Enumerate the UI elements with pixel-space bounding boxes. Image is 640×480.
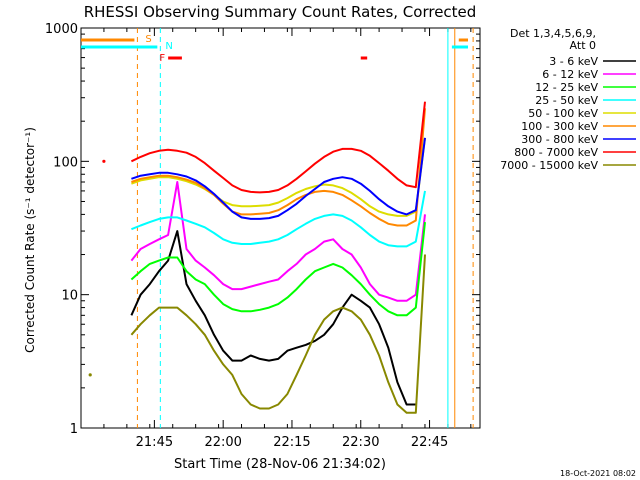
flare-label: F <box>159 53 165 64</box>
x-tick-label: 22:45 <box>411 435 448 450</box>
series-5 <box>131 108 426 227</box>
legend-entry-label: 300 - 800 keV <box>521 133 598 146</box>
legend-entry-label: 50 - 100 keV <box>528 107 598 120</box>
series-0 <box>130 230 416 406</box>
series-line <box>130 254 426 414</box>
legend-header: Det 1,3,4,5,6,9, <box>510 27 596 40</box>
series-line <box>131 137 426 217</box>
y-tick-label: 10 <box>61 289 78 304</box>
saa-label: S <box>145 34 151 45</box>
night-label: N <box>165 41 172 52</box>
chart-title: RHESSI Observing Summary Count Rates, Co… <box>84 3 477 21</box>
series-7 <box>102 101 426 194</box>
series-line <box>131 137 426 220</box>
series-3 <box>131 190 426 248</box>
series-6 <box>131 137 426 220</box>
y-axis-label: Corrected Count Rate (s⁻¹ detector⁻¹) <box>23 127 37 353</box>
legend-entry-label: 7000 - 15000 keV <box>500 159 598 172</box>
series-line <box>131 108 426 227</box>
x-tick-label: 22:15 <box>273 435 310 450</box>
series-point <box>102 159 106 163</box>
series-line <box>130 221 426 317</box>
y-tick-label: 1 <box>70 422 78 437</box>
legend-entry-label: 12 - 25 keV <box>535 81 598 94</box>
series-point <box>88 373 92 377</box>
plot-frame <box>80 27 481 429</box>
series-line <box>130 101 426 194</box>
series-line <box>130 181 426 302</box>
series-line <box>130 230 416 406</box>
legend-entry-label: 100 - 300 keV <box>521 120 598 133</box>
x-tick-label: 22:30 <box>342 435 379 450</box>
y-tick-label: 1000 <box>45 22 78 37</box>
legend-entry-label: 6 - 12 keV <box>542 68 598 81</box>
legend-header: Att 0 <box>570 39 596 52</box>
x-axis-label: Start Time (28-Nov-06 21:34:02) <box>174 457 386 472</box>
plot-area: 1 10 100 1000 21:45 22:00 22:15 22:30 22:45 S NF <box>45 22 481 450</box>
series-2 <box>130 221 426 317</box>
date-stamp: 18-Oct-2021 08:02 <box>560 469 636 478</box>
series-1 <box>130 181 426 302</box>
legend-entry-label: 800 - 7000 keV <box>514 146 598 159</box>
x-tick-label: 21:45 <box>136 435 173 450</box>
series-4 <box>131 137 426 217</box>
legend-entry-label: 3 - 6 keV <box>549 55 598 68</box>
series-8 <box>88 254 426 414</box>
y-tick-label: 100 <box>53 155 78 170</box>
legend-entry-label: 25 - 50 keV <box>535 94 598 107</box>
x-tick-label: 22:00 <box>204 435 241 450</box>
series-line <box>131 190 426 248</box>
